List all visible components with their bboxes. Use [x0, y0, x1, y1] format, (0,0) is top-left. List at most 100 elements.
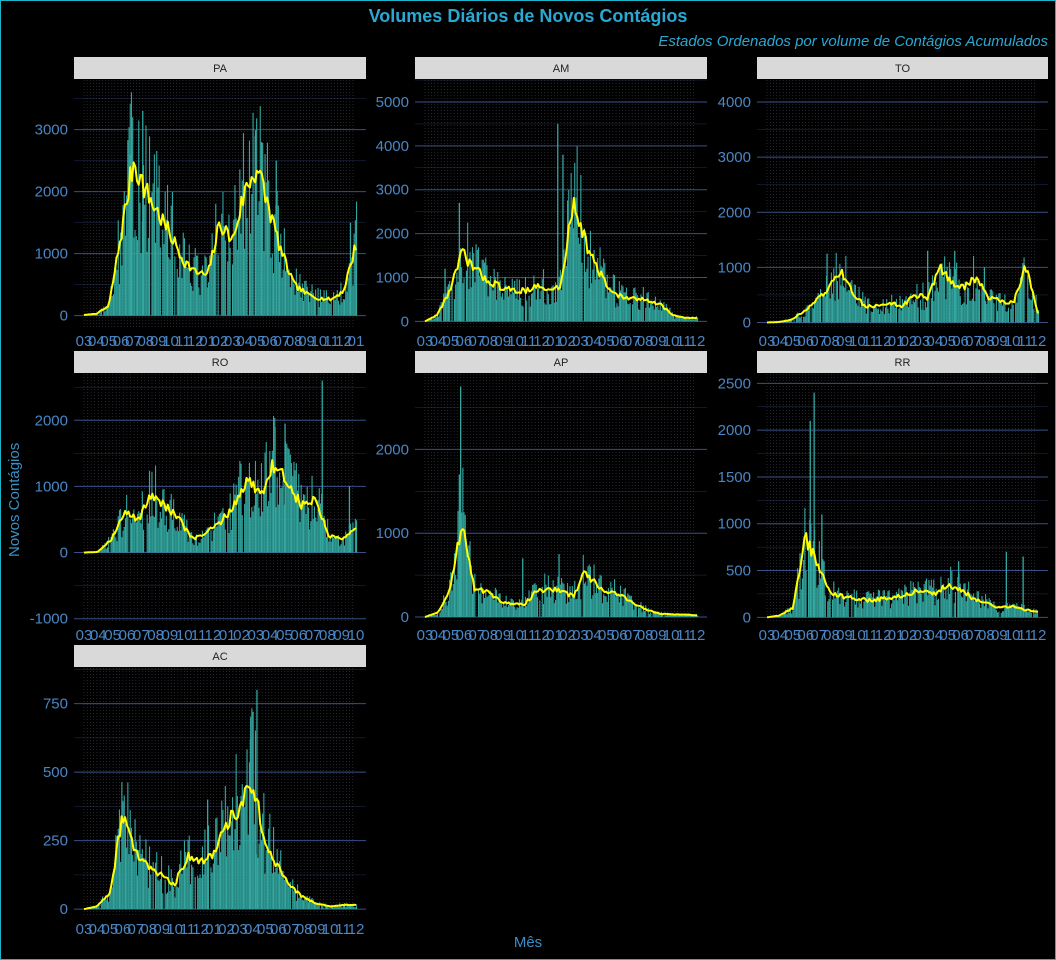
daily-bar [180, 850, 182, 910]
daily-bar [354, 518, 356, 553]
daily-bar [815, 564, 817, 618]
daily-bar [146, 251, 148, 316]
daily-bar [140, 253, 142, 316]
daily-bar [839, 604, 841, 618]
daily-bar [638, 309, 640, 322]
daily-bar [859, 603, 861, 618]
daily-bar [347, 277, 349, 316]
daily-bar [275, 507, 277, 553]
daily-bar [310, 291, 312, 316]
daily-bar [816, 300, 818, 323]
daily-bar [446, 605, 448, 617]
daily-bar [858, 286, 860, 323]
daily-bar [606, 601, 608, 617]
daily-bar [906, 593, 908, 618]
y-tick-label: 0 [401, 313, 409, 330]
daily-bar [473, 580, 475, 617]
daily-bar [299, 896, 301, 910]
strip-label-ac: AC [212, 651, 227, 663]
daily-bar [266, 850, 268, 910]
daily-bar [252, 112, 254, 316]
daily-bar [117, 828, 119, 910]
daily-bar [512, 292, 514, 322]
daily-bar [214, 852, 216, 910]
daily-bar [293, 891, 295, 910]
daily-bar [342, 904, 344, 910]
daily-bar [569, 586, 571, 617]
daily-bar [201, 530, 203, 553]
daily-bar [323, 515, 325, 553]
daily-bar [975, 288, 977, 323]
daily-bar [858, 599, 860, 618]
x-tick-label: 08 [296, 921, 313, 938]
daily-bar [881, 605, 883, 618]
daily-bar [553, 603, 555, 617]
daily-bar [854, 604, 856, 618]
daily-bar [868, 298, 870, 323]
daily-bar [335, 905, 337, 910]
daily-bar [1007, 607, 1009, 618]
daily-bar [229, 835, 231, 910]
x-tick-label: 04 [585, 333, 602, 350]
daily-bar [254, 730, 256, 910]
daily-bar [346, 291, 348, 316]
daily-bar [205, 529, 207, 553]
daily-bar [493, 600, 495, 617]
x-tick-label: 04 [430, 333, 447, 350]
daily-bar [254, 460, 256, 553]
daily-bar [469, 252, 471, 322]
daily-bar [216, 526, 218, 553]
daily-bar [929, 585, 931, 618]
daily-bar [301, 283, 303, 316]
daily-bar [285, 271, 287, 316]
daily-bar [827, 292, 829, 323]
x-tick-label: 08 [823, 333, 840, 350]
daily-bar [126, 494, 128, 553]
x-tick-label: 11 [180, 921, 196, 938]
daily-bar [1003, 611, 1005, 618]
daily-bar [1018, 606, 1020, 618]
daily-bar [953, 603, 955, 618]
daily-bar [164, 525, 166, 553]
daily-bar [241, 180, 243, 316]
daily-bar [1003, 302, 1005, 323]
daily-bar [168, 865, 170, 910]
spike-bar [927, 250, 929, 323]
daily-bar [445, 602, 447, 617]
daily-bar [324, 519, 326, 553]
daily-bar [315, 289, 317, 316]
daily-bar [595, 582, 597, 617]
daily-bar [490, 276, 492, 322]
daily-bar [122, 530, 124, 553]
daily-bar [965, 601, 967, 618]
daily-bar [512, 600, 514, 617]
daily-bar [917, 581, 919, 618]
daily-bar [610, 287, 612, 322]
daily-bar [892, 304, 894, 323]
daily-bar [607, 588, 609, 617]
daily-bar [487, 296, 489, 322]
daily-bar [462, 467, 464, 617]
daily-bar [163, 489, 165, 553]
daily-bar [315, 902, 317, 910]
daily-bar [964, 281, 966, 323]
x-tick-label: 10 [849, 333, 866, 350]
daily-bar [257, 215, 259, 316]
daily-bar [301, 899, 303, 910]
daily-bar [215, 818, 217, 910]
daily-bar [187, 840, 189, 910]
daily-bar [258, 201, 260, 316]
daily-bar [103, 899, 105, 910]
daily-bar [248, 462, 250, 553]
daily-bar [220, 852, 222, 910]
daily-bar [244, 807, 246, 910]
daily-bar [322, 905, 324, 910]
daily-bar [880, 599, 882, 618]
daily-bar [1006, 311, 1008, 323]
x-tick-label: 03 [572, 627, 589, 644]
daily-bar [336, 290, 338, 316]
daily-bar [546, 291, 548, 322]
y-tick-label: 2000 [376, 441, 409, 458]
x-tick-label: 07 [965, 333, 982, 350]
